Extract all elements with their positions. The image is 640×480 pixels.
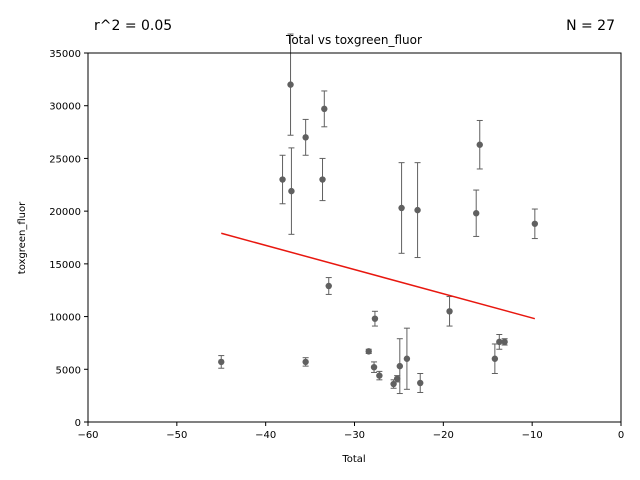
data-point (287, 81, 294, 88)
data-point (390, 380, 397, 388)
data-point (325, 282, 332, 290)
data-point (319, 176, 326, 183)
x-tick-label: 0 (618, 430, 624, 441)
regression-line (221, 232, 536, 320)
x-axis-label: Total (341, 454, 365, 465)
data-point (417, 379, 424, 387)
data-point (370, 363, 378, 371)
data-point (396, 362, 404, 370)
data-point (414, 206, 421, 214)
data-point (302, 358, 309, 366)
data-point (321, 105, 328, 113)
r-squared-label: r^2 = 0.05 (94, 18, 172, 34)
data-point (288, 187, 295, 195)
data-point (365, 348, 372, 355)
data-point (496, 338, 503, 346)
x-tick-label: −50 (166, 430, 187, 441)
data-point (371, 315, 379, 322)
y-tick-label: 15000 (49, 260, 81, 271)
sample-count-label: N = 27 (566, 18, 615, 34)
data-point (491, 355, 499, 362)
data-point (376, 372, 383, 379)
chart-title: Total vs toxgreen_fluor (285, 33, 422, 47)
x-tick-label: −30 (344, 430, 365, 441)
data-point (218, 358, 225, 366)
data-point (473, 210, 480, 217)
data-point (446, 308, 453, 315)
y-tick-label: 35000 (49, 49, 81, 60)
data-point (279, 176, 286, 183)
data-point (476, 141, 483, 148)
data-point (302, 134, 309, 141)
y-tick-label: 30000 (49, 102, 81, 113)
data-point (531, 220, 539, 227)
x-tick-label: −10 (522, 430, 543, 441)
y-tick-label: 0 (75, 418, 81, 429)
axes-frame (87, 52, 622, 423)
y-tick-label: 25000 (49, 154, 81, 165)
data-point (393, 375, 401, 382)
x-tick-label: −40 (255, 430, 276, 441)
x-tick-label: −60 (77, 430, 98, 441)
y-tick-label: 5000 (56, 365, 81, 376)
y-tick-label: 10000 (49, 313, 81, 324)
plot-area: −60 −50 −40 −30 −20 −10 0 0 5000 10000 15000 20000 2… (49, 33, 624, 441)
data-point (398, 204, 405, 212)
data-point (501, 338, 508, 346)
x-tick-label: −20 (433, 430, 454, 441)
y-tick-label: 20000 (49, 207, 81, 218)
y-axis-label: toxgreen_fluor (17, 201, 28, 274)
data-point (403, 355, 411, 362)
